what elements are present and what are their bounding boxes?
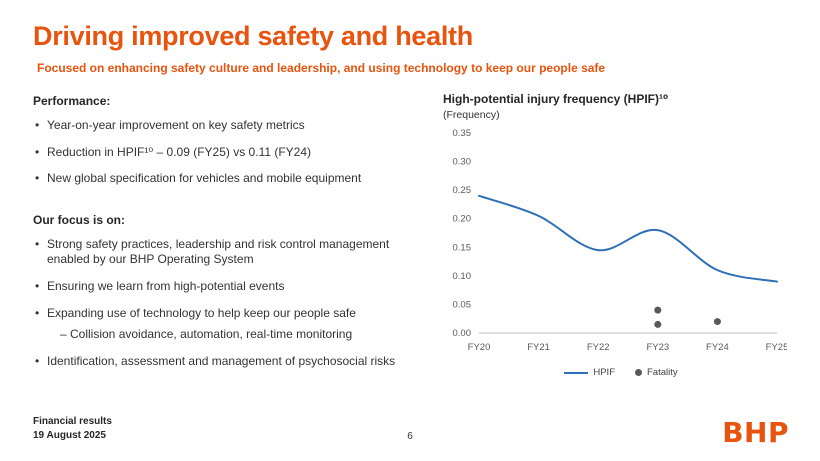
focus-heading: Our focus is on: xyxy=(33,212,126,227)
dot-swatch-icon xyxy=(635,369,642,376)
line-swatch-icon xyxy=(564,371,589,374)
bullet-item: Reduction in HPIF¹⁰ – 0.09 (FY25) vs 0.1… xyxy=(33,145,429,161)
svg-text:0.25: 0.25 xyxy=(453,185,472,196)
bullet-item: Expanding use of technology to help keep… xyxy=(33,306,429,322)
svg-text:0.15: 0.15 xyxy=(453,242,472,253)
text-column: Performance: Year-on-year improvement on… xyxy=(33,94,429,380)
bullet-item: New global specification for vehicles an… xyxy=(33,171,429,187)
hpif-line-chart: 0.00 0.05 0.10 0.15 0.20 0.25 0.30 0.35 FY20 FY21… xyxy=(453,128,788,353)
page-title: Driving improved safety and health xyxy=(33,21,473,51)
legend-label: Fatality xyxy=(647,367,678,378)
chart-section: High-potential injury frequency (HPIF)¹⁰… xyxy=(443,92,799,378)
legend-hpif: HPIF xyxy=(564,367,615,378)
svg-text:FY22: FY22 xyxy=(587,342,610,353)
footer-meta: Financial results 19 August 2025 xyxy=(33,415,112,443)
bullet-item: Year-on-year improvement on key safety m… xyxy=(33,118,429,134)
slide-subtitle: Focused on enhancing safety culture and … xyxy=(37,61,606,75)
bullet-item: Identification, assessment and managemen… xyxy=(33,354,429,370)
svg-text:0.05: 0.05 xyxy=(453,299,472,310)
performance-heading: Performance: xyxy=(33,94,111,108)
focus-list: Strong safety practices, leadership and … xyxy=(33,237,429,370)
bullet-item: Ensuring we learn from high-potential ev… xyxy=(33,279,429,295)
svg-text:0.00: 0.00 xyxy=(453,328,472,339)
svg-text:FY24: FY24 xyxy=(706,342,729,353)
chart-legend: HPIF Fatality xyxy=(443,367,799,378)
legend-fatality: Fatality xyxy=(635,367,678,378)
sub-bullet-item: – Collision avoidance, automation, real-… xyxy=(60,327,353,342)
svg-text:0.10: 0.10 xyxy=(453,271,472,282)
svg-text:FY25: FY25 xyxy=(766,342,787,353)
chart-axis-label: (Frequency) xyxy=(443,109,500,121)
bullet-item: Strong safety practices, leadership and … xyxy=(33,237,429,268)
svg-text:0.35: 0.35 xyxy=(453,128,472,139)
svg-text:0.20: 0.20 xyxy=(453,214,472,225)
performance-list: Year-on-year improvement on key safety m… xyxy=(33,118,429,187)
footer-line1: Financial results xyxy=(33,416,112,427)
bhp-logo: BHP xyxy=(722,416,789,449)
page-number: 6 xyxy=(407,431,413,442)
svg-text:FY21: FY21 xyxy=(527,342,550,353)
svg-text:FY20: FY20 xyxy=(468,342,491,353)
chart-title: High-potential injury frequency (HPIF)¹⁰ xyxy=(443,92,669,106)
svg-text:FY23: FY23 xyxy=(646,342,669,353)
legend-label: HPIF xyxy=(593,367,615,378)
footer-line2: 19 August 2025 xyxy=(33,430,106,441)
svg-text:0.30: 0.30 xyxy=(453,157,472,168)
